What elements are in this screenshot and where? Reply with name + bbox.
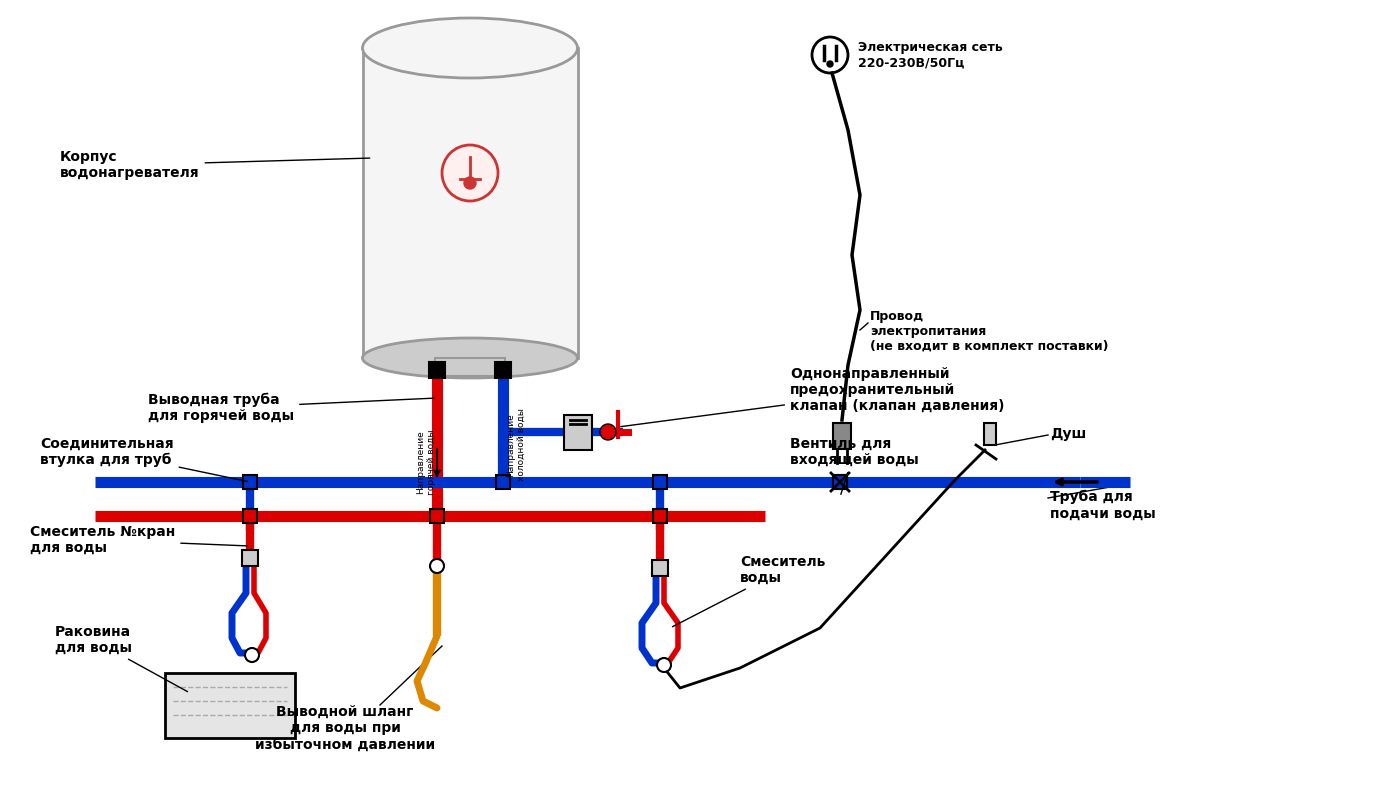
Text: Электрическая сеть
220-230В/50Гц: Электрическая сеть 220-230В/50Гц (858, 41, 1003, 69)
Text: Корпус
водонагревателя: Корпус водонагревателя (60, 150, 370, 180)
Bar (430, 509, 444, 523)
Bar (653, 509, 667, 523)
Text: Направление
горячей воды: Направление горячей воды (417, 430, 436, 494)
Text: Выводная труба
для горячей воды: Выводная труба для горячей воды (148, 393, 435, 423)
Text: Смеситель №кран
для воды: Смеситель №кран для воды (30, 525, 248, 555)
Text: Провод
электропитания
(не входит в комплект поставки): Провод электропитания (не входит в компл… (871, 310, 1109, 353)
Circle shape (601, 424, 616, 440)
Text: Соединительная
втулка для труб: Соединительная втулка для труб (40, 437, 248, 482)
Bar (244, 509, 257, 523)
Circle shape (812, 37, 848, 73)
Text: Душ: Душ (1050, 427, 1086, 441)
Bar (652, 560, 668, 576)
Bar (244, 475, 257, 489)
Circle shape (828, 61, 833, 67)
Bar (435, 358, 505, 376)
Bar (833, 423, 851, 449)
Ellipse shape (363, 338, 577, 378)
Ellipse shape (363, 18, 577, 78)
Circle shape (657, 658, 671, 672)
Circle shape (464, 177, 476, 189)
Bar (495, 362, 511, 378)
Bar (495, 475, 509, 489)
Text: Смеситель
воды: Смеситель воды (673, 555, 825, 626)
Text: Выводной шланг
для воды при
избыточном давлении: Выводной шланг для воды при избыточном д… (255, 705, 435, 751)
Bar (984, 423, 996, 445)
Text: Труба для
подачи воды: Труба для подачи воды (1050, 490, 1156, 521)
Bar (653, 475, 667, 489)
Bar (833, 475, 847, 489)
Bar (165, 673, 295, 738)
Circle shape (441, 145, 498, 201)
Text: Вентиль для
входящей воды: Вентиль для входящей воды (790, 437, 919, 494)
Bar (429, 362, 446, 378)
Text: Направление
холодной воды: Направление холодной воды (507, 409, 526, 482)
Bar (242, 550, 257, 566)
Circle shape (245, 648, 259, 662)
Bar (833, 475, 847, 489)
Bar (565, 414, 592, 450)
Circle shape (430, 559, 444, 573)
Bar (363, 48, 577, 358)
Text: Однонаправленный
предохранительный
клапан (клапан давления): Однонаправленный предохранительный клапа… (621, 366, 1005, 426)
Text: Раковина
для воды: Раковина для воды (55, 625, 188, 692)
